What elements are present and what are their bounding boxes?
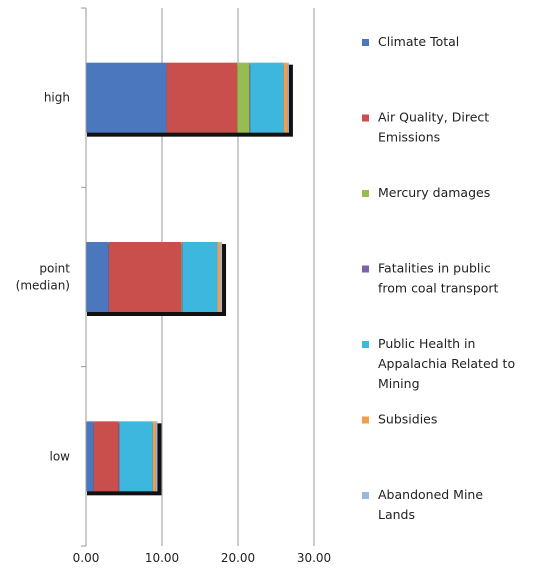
legend-swatch-air-quality-direct-emissions xyxy=(362,114,369,122)
category-label-high: high xyxy=(44,91,70,105)
x-tick-label: 20.00 xyxy=(221,551,255,565)
bar-public-health-in-appalachia-related-to-mining-low xyxy=(119,421,153,492)
legend-swatch-subsidies xyxy=(362,416,369,424)
axes xyxy=(81,7,87,547)
x-tick-label: 30.00 xyxy=(297,551,331,565)
legend-swatch-mercury-damages xyxy=(362,190,369,197)
bar-fatalities-in-public-from-coal-transport-point-median xyxy=(181,242,183,312)
legend-label-air-quality-direct-emissions: Air Quality, Direct Emissions xyxy=(378,110,489,145)
legend-swatch-public-health-in-appalachia-related-to-mining xyxy=(362,341,369,348)
bar-climate-total-high xyxy=(86,62,167,133)
legend-swatch-fatalities-in-public-from-coal-transport xyxy=(362,265,369,273)
legend-label-public-health-in-appalachia-related-to-mining: Public Health in Appalachia Related to Min… xyxy=(378,336,515,391)
legend-label-abandoned-mine-lands: Abandoned Mine Lands xyxy=(378,487,483,522)
x-tick-labels: 0.00 10.00 20.00 30.00 xyxy=(73,551,332,565)
x-tick-label: 10.00 xyxy=(145,551,179,565)
category-label-point-median: point (median) xyxy=(16,262,71,293)
bars xyxy=(86,62,293,496)
legend-label-mercury-damages: Mercury damages xyxy=(378,185,490,200)
bar-subsidies-high xyxy=(283,62,288,133)
bar-air-quality-direct-emissions-point-median xyxy=(108,242,181,312)
bar-abandoned-mine-lands-low xyxy=(155,421,158,492)
bar-climate-total-point-median xyxy=(86,242,109,312)
bar-climate-total-low xyxy=(86,421,94,492)
legend: Climate Total Air Quality, Direct Emission… xyxy=(362,34,515,522)
bar-public-health-in-appalachia-related-to-mining-high xyxy=(250,62,284,133)
bar-abandoned-mine-lands-point-median xyxy=(220,242,223,312)
legend-label-subsidies: Subsidies xyxy=(378,412,437,427)
category-label-low: low xyxy=(50,449,71,463)
bar-public-health-in-appalachia-related-to-mining-point-median xyxy=(182,242,218,312)
x-tick-label: 0.00 xyxy=(73,551,100,565)
bar-mercury-damages-point-median xyxy=(181,242,182,312)
legend-label-fatalities-in-public-from-coal-transport: Fatalities in public from coal transport xyxy=(378,261,499,296)
legend-swatch-climate-total xyxy=(362,39,369,46)
bar-fatalities-in-public-from-coal-transport-high xyxy=(249,62,251,133)
bar-air-quality-direct-emissions-low xyxy=(93,421,119,492)
bar-subsidies-low xyxy=(152,421,156,492)
category-labels: high point (median) low xyxy=(16,91,71,464)
bar-abandoned-mine-lands-high xyxy=(287,62,289,133)
bar-fatalities-in-public-from-coal-transport-low xyxy=(118,421,120,492)
bar-subsidies-point-median xyxy=(217,242,221,312)
bar-air-quality-direct-emissions-high xyxy=(166,62,238,133)
legend-label-climate-total: Climate Total xyxy=(378,34,459,49)
legend-swatch-abandoned-mine-lands xyxy=(362,492,369,499)
bar-mercury-damages-high xyxy=(237,62,250,133)
